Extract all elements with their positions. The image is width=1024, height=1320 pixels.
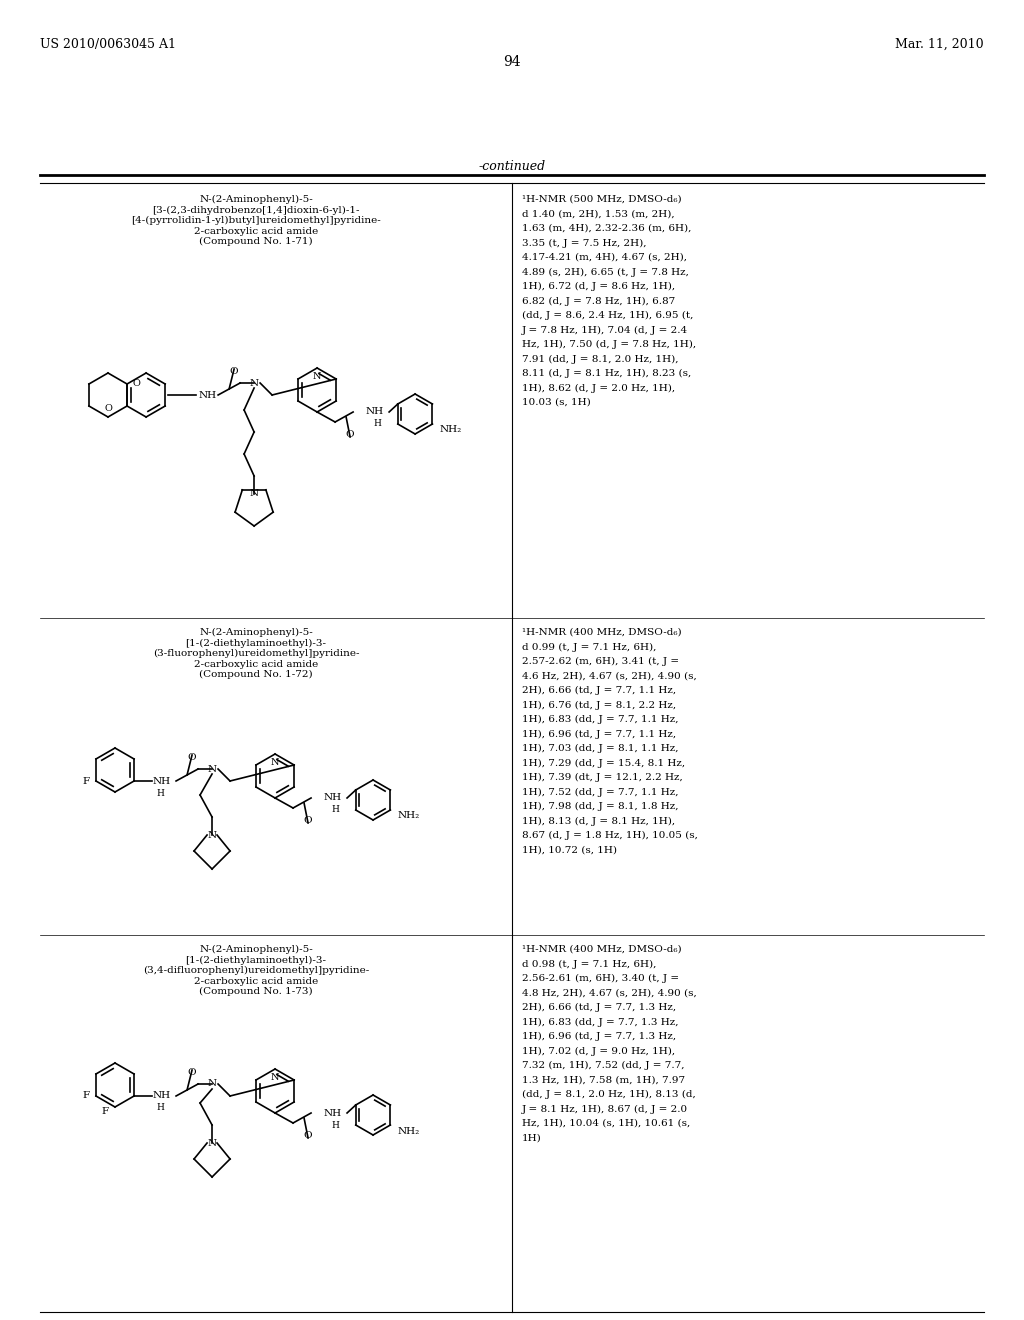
Text: N: N xyxy=(250,379,259,388)
Text: 4.17-4.21 (m, 4H), 4.67 (s, 2H),: 4.17-4.21 (m, 4H), 4.67 (s, 2H), xyxy=(522,253,687,261)
Text: F: F xyxy=(83,776,90,785)
Text: 1H), 6.76 (td, J = 8.1, 2.2 Hz,: 1H), 6.76 (td, J = 8.1, 2.2 Hz, xyxy=(522,701,676,710)
Text: (dd, J = 8.1, 2.0 Hz, 1H), 8.13 (d,: (dd, J = 8.1, 2.0 Hz, 1H), 8.13 (d, xyxy=(522,1090,695,1100)
Text: O: O xyxy=(304,816,312,825)
Text: Mar. 11, 2010: Mar. 11, 2010 xyxy=(895,38,984,51)
Text: N: N xyxy=(208,1080,217,1089)
Text: J = 8.1 Hz, 1H), 8.67 (d, J = 2.0: J = 8.1 Hz, 1H), 8.67 (d, J = 2.0 xyxy=(522,1105,688,1114)
Text: 8.67 (d, J = 1.8 Hz, 1H), 10.05 (s,: 8.67 (d, J = 1.8 Hz, 1H), 10.05 (s, xyxy=(522,832,698,840)
Text: N: N xyxy=(208,830,217,840)
Text: O: O xyxy=(187,752,197,762)
Text: US 2010/0063045 A1: US 2010/0063045 A1 xyxy=(40,38,176,51)
Text: NH: NH xyxy=(152,776,170,785)
Text: NH₂: NH₂ xyxy=(397,812,419,821)
Text: 2.57-2.62 (m, 6H), 3.41 (t, J =: 2.57-2.62 (m, 6H), 3.41 (t, J = xyxy=(522,657,679,667)
Text: 7.91 (dd, J = 8.1, 2.0 Hz, 1H),: 7.91 (dd, J = 8.1, 2.0 Hz, 1H), xyxy=(522,355,679,363)
Text: 1H), 8.62 (d, J = 2.0 Hz, 1H),: 1H), 8.62 (d, J = 2.0 Hz, 1H), xyxy=(522,384,675,392)
Text: J = 7.8 Hz, 1H), 7.04 (d, J = 2.4: J = 7.8 Hz, 1H), 7.04 (d, J = 2.4 xyxy=(522,326,688,335)
Text: O: O xyxy=(187,1068,197,1077)
Text: d 0.98 (t, J = 7.1 Hz, 6H),: d 0.98 (t, J = 7.1 Hz, 6H), xyxy=(522,960,656,969)
Text: 94: 94 xyxy=(503,55,521,69)
Text: ¹H-NMR (500 MHz, DMSO-d₆): ¹H-NMR (500 MHz, DMSO-d₆) xyxy=(522,195,682,205)
Text: NH: NH xyxy=(152,1092,170,1101)
Text: NH: NH xyxy=(366,408,383,417)
Text: 1H), 6.83 (dd, J = 7.7, 1.1 Hz,: 1H), 6.83 (dd, J = 7.7, 1.1 Hz, xyxy=(522,715,679,725)
Text: H: H xyxy=(156,788,164,797)
Text: d 0.99 (t, J = 7.1 Hz, 6H),: d 0.99 (t, J = 7.1 Hz, 6H), xyxy=(522,643,656,652)
Text: 1H), 7.03 (dd, J = 8.1, 1.1 Hz,: 1H), 7.03 (dd, J = 8.1, 1.1 Hz, xyxy=(522,744,679,754)
Text: N: N xyxy=(270,1073,280,1082)
Text: N: N xyxy=(250,490,259,499)
Text: 2.56-2.61 (m, 6H), 3.40 (t, J =: 2.56-2.61 (m, 6H), 3.40 (t, J = xyxy=(522,974,679,983)
Text: NH: NH xyxy=(323,793,341,803)
Text: 4.89 (s, 2H), 6.65 (t, J = 7.8 Hz,: 4.89 (s, 2H), 6.65 (t, J = 7.8 Hz, xyxy=(522,268,689,277)
Text: -continued: -continued xyxy=(478,160,546,173)
Text: ¹H-NMR (400 MHz, DMSO-d₆): ¹H-NMR (400 MHz, DMSO-d₆) xyxy=(522,945,682,954)
Text: (dd, J = 8.6, 2.4 Hz, 1H), 6.95 (t,: (dd, J = 8.6, 2.4 Hz, 1H), 6.95 (t, xyxy=(522,312,693,321)
Text: 1H), 7.98 (dd, J = 8.1, 1.8 Hz,: 1H), 7.98 (dd, J = 8.1, 1.8 Hz, xyxy=(522,803,679,810)
Text: 1H), 7.52 (dd, J = 7.7, 1.1 Hz,: 1H), 7.52 (dd, J = 7.7, 1.1 Hz, xyxy=(522,788,679,797)
Text: ¹H-NMR (400 MHz, DMSO-d₆): ¹H-NMR (400 MHz, DMSO-d₆) xyxy=(522,628,682,638)
Text: 1H): 1H) xyxy=(522,1134,542,1143)
Text: 1H), 6.72 (d, J = 8.6 Hz, 1H),: 1H), 6.72 (d, J = 8.6 Hz, 1H), xyxy=(522,282,675,292)
Text: 2H), 6.66 (td, J = 7.7, 1.1 Hz,: 2H), 6.66 (td, J = 7.7, 1.1 Hz, xyxy=(522,686,676,696)
Text: H: H xyxy=(156,1104,164,1113)
Text: NH: NH xyxy=(198,391,216,400)
Text: NH₂: NH₂ xyxy=(439,425,462,434)
Text: 1H), 7.39 (dt, J = 12.1, 2.2 Hz,: 1H), 7.39 (dt, J = 12.1, 2.2 Hz, xyxy=(522,774,683,783)
Text: 4.8 Hz, 2H), 4.67 (s, 2H), 4.90 (s,: 4.8 Hz, 2H), 4.67 (s, 2H), 4.90 (s, xyxy=(522,989,696,998)
Text: 1H), 6.96 (td, J = 7.7, 1.1 Hz,: 1H), 6.96 (td, J = 7.7, 1.1 Hz, xyxy=(522,730,676,739)
Text: NH₂: NH₂ xyxy=(397,1126,419,1135)
Text: N-(2-Aminophenyl)-5-
[1-(2-diethylaminoethyl)-3-
(3-fluorophenyl)ureidomethyl]py: N-(2-Aminophenyl)-5- [1-(2-diethylaminoe… xyxy=(153,628,359,680)
Text: 1.3 Hz, 1H), 7.58 (m, 1H), 7.97: 1.3 Hz, 1H), 7.58 (m, 1H), 7.97 xyxy=(522,1076,685,1085)
Text: 1H), 6.83 (dd, J = 7.7, 1.3 Hz,: 1H), 6.83 (dd, J = 7.7, 1.3 Hz, xyxy=(522,1018,679,1027)
Text: 6.82 (d, J = 7.8 Hz, 1H), 6.87: 6.82 (d, J = 7.8 Hz, 1H), 6.87 xyxy=(522,297,675,306)
Text: H: H xyxy=(331,1121,339,1130)
Text: 7.32 (m, 1H), 7.52 (dd, J = 7.7,: 7.32 (m, 1H), 7.52 (dd, J = 7.7, xyxy=(522,1061,684,1071)
Text: 1H), 7.02 (d, J = 9.0 Hz, 1H),: 1H), 7.02 (d, J = 9.0 Hz, 1H), xyxy=(522,1047,675,1056)
Text: 10.03 (s, 1H): 10.03 (s, 1H) xyxy=(522,399,591,407)
Text: F: F xyxy=(101,1106,109,1115)
Text: d 1.40 (m, 2H), 1.53 (m, 2H),: d 1.40 (m, 2H), 1.53 (m, 2H), xyxy=(522,210,675,219)
Text: N: N xyxy=(313,372,322,381)
Text: 8.11 (d, J = 8.1 Hz, 1H), 8.23 (s,: 8.11 (d, J = 8.1 Hz, 1H), 8.23 (s, xyxy=(522,370,691,378)
Text: 1H), 10.72 (s, 1H): 1H), 10.72 (s, 1H) xyxy=(522,846,617,854)
Text: H: H xyxy=(331,805,339,814)
Text: N-(2-Aminophenyl)-5-
[3-(2,3-dihydrobenzo[1,4]dioxin-6-yl)-1-
[4-(pyrrolidin-1-y: N-(2-Aminophenyl)-5- [3-(2,3-dihydrobenz… xyxy=(131,195,381,246)
Text: 1H), 6.96 (td, J = 7.7, 1.3 Hz,: 1H), 6.96 (td, J = 7.7, 1.3 Hz, xyxy=(522,1032,676,1041)
Text: O: O xyxy=(229,367,239,376)
Text: NH: NH xyxy=(323,1109,341,1118)
Text: N-(2-Aminophenyl)-5-
[1-(2-diethylaminoethyl)-3-
(3,4-difluorophenyl)ureidomethy: N-(2-Aminophenyl)-5- [1-(2-diethylaminoe… xyxy=(143,945,369,997)
Text: 3.35 (t, J = 7.5 Hz, 2H),: 3.35 (t, J = 7.5 Hz, 2H), xyxy=(522,239,646,248)
Text: 1.63 (m, 4H), 2.32-2.36 (m, 6H),: 1.63 (m, 4H), 2.32-2.36 (m, 6H), xyxy=(522,224,691,234)
Text: H: H xyxy=(373,420,381,429)
Text: 2H), 6.66 (td, J = 7.7, 1.3 Hz,: 2H), 6.66 (td, J = 7.7, 1.3 Hz, xyxy=(522,1003,676,1012)
Text: 4.6 Hz, 2H), 4.67 (s, 2H), 4.90 (s,: 4.6 Hz, 2H), 4.67 (s, 2H), 4.90 (s, xyxy=(522,672,696,681)
Text: Hz, 1H), 7.50 (d, J = 7.8 Hz, 1H),: Hz, 1H), 7.50 (d, J = 7.8 Hz, 1H), xyxy=(522,341,696,348)
Text: F: F xyxy=(83,1092,90,1101)
Text: 1H), 8.13 (d, J = 8.1 Hz, 1H),: 1H), 8.13 (d, J = 8.1 Hz, 1H), xyxy=(522,817,675,825)
Text: O: O xyxy=(346,430,354,440)
Text: N: N xyxy=(208,1138,217,1147)
Text: N: N xyxy=(270,758,280,767)
Text: N: N xyxy=(208,764,217,774)
Text: O: O xyxy=(304,1131,312,1140)
Text: O: O xyxy=(132,380,140,388)
Text: O: O xyxy=(104,404,112,413)
Text: 1H), 7.29 (dd, J = 15.4, 8.1 Hz,: 1H), 7.29 (dd, J = 15.4, 8.1 Hz, xyxy=(522,759,685,768)
Text: Hz, 1H), 10.04 (s, 1H), 10.61 (s,: Hz, 1H), 10.04 (s, 1H), 10.61 (s, xyxy=(522,1119,690,1129)
